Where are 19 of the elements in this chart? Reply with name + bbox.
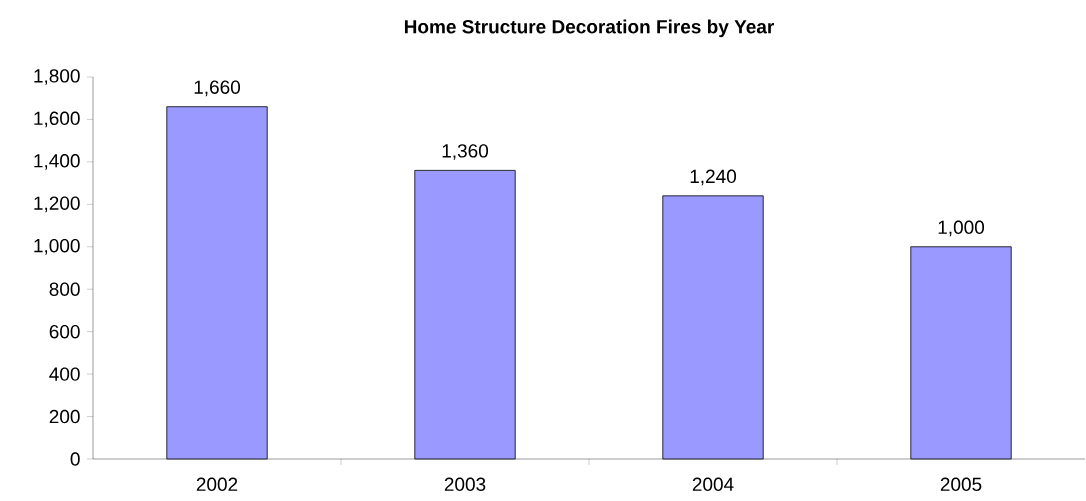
data-label: 1,000 [938, 220, 985, 237]
data-label: 1,660 [194, 80, 241, 97]
y-tick-label: 400 [49, 367, 80, 381]
chart-title: Home Structure Decoration Fires by Year [404, 19, 775, 38]
y-tick-label: 200 [49, 409, 80, 424]
x-tick-label: 2005 [940, 477, 982, 491]
y-tick-label: 0 [70, 452, 80, 466]
x-tick-label: 2002 [196, 477, 238, 491]
y-tick-label: 1,000 [34, 238, 80, 255]
data-label: 1,240 [690, 169, 737, 186]
y-tick-label: 1,800 [34, 69, 80, 85]
y-tick-label: 1,400 [34, 154, 80, 170]
y-tick-label: 1,600 [34, 111, 80, 128]
y-tick-label: 600 [49, 324, 80, 339]
y-tick-label: 800 [49, 282, 80, 296]
x-tick-label: 2003 [444, 477, 486, 491]
data-label: 1,360 [442, 144, 489, 160]
y-tick-label: 1,200 [34, 196, 80, 213]
x-tick-label: 2004 [692, 477, 734, 491]
